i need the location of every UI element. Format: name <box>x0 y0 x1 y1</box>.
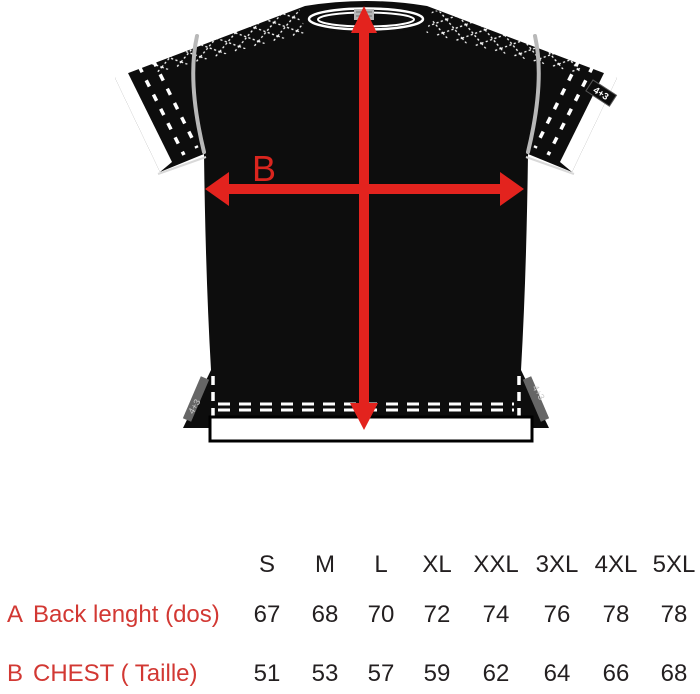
table-cell: 68 <box>311 601 339 628</box>
size-col-header: XXL <box>473 551 519 578</box>
left-cuff-band <box>115 71 172 172</box>
right-shoulder-crosshatch <box>426 9 586 74</box>
table-cell: 62 <box>482 660 510 687</box>
tshirt-size-diagram: 4+3 4+3 4+3 B <box>115 1 618 443</box>
left-sleeve-underline <box>157 156 207 175</box>
left-armhole-seam <box>191 34 206 154</box>
table-cell: 53 <box>311 660 339 687</box>
table-cell: 78 <box>660 601 688 628</box>
back-length-arrow <box>350 6 378 430</box>
size-col-header: M <box>315 551 335 578</box>
size-col-header: 3XL <box>535 551 579 578</box>
table-cell: 76 <box>543 601 571 628</box>
right-flare-shading <box>522 376 550 422</box>
table-cell: 67 <box>253 601 281 628</box>
size-col-header: S <box>258 551 276 578</box>
table-cell: 78 <box>602 601 630 628</box>
chest-measure-label: B <box>252 148 276 189</box>
arrowhead-left <box>205 172 229 206</box>
row-key-a: A <box>7 601 24 628</box>
row-label-chest: CHEST ( Taille) <box>33 660 198 687</box>
sleeve-tag: 4+3 <box>585 79 618 107</box>
row-key-b: B <box>7 660 24 687</box>
arrowhead-down <box>350 403 378 430</box>
right-sleeve-underline <box>525 156 575 175</box>
size-col-header: 4XL <box>594 551 638 578</box>
table-cell: 70 <box>367 601 395 628</box>
right-armhole-seam <box>526 34 541 154</box>
row-label-back-length: Back lenght (dos) <box>33 601 220 628</box>
table-cell: 68 <box>660 660 688 687</box>
size-col-header: 5XL <box>652 551 696 578</box>
chest-arrow <box>205 172 524 206</box>
table-cell: 59 <box>423 660 451 687</box>
size-col-header: XL <box>422 551 452 578</box>
size-col-header: L <box>374 551 388 578</box>
table-cell: 74 <box>482 601 510 628</box>
left-shoulder-crosshatch <box>146 9 306 74</box>
table-cell: 72 <box>423 601 451 628</box>
arrowhead-up <box>351 6 377 33</box>
hem-band <box>208 415 534 443</box>
left-flare-shading <box>182 376 210 422</box>
cuff-stitches <box>137 59 595 156</box>
table-cell: 64 <box>543 660 571 687</box>
arrowhead-right <box>500 172 524 206</box>
table-cell: 51 <box>253 660 281 687</box>
table-cell: 57 <box>367 660 395 687</box>
table-cell: 66 <box>602 660 630 687</box>
